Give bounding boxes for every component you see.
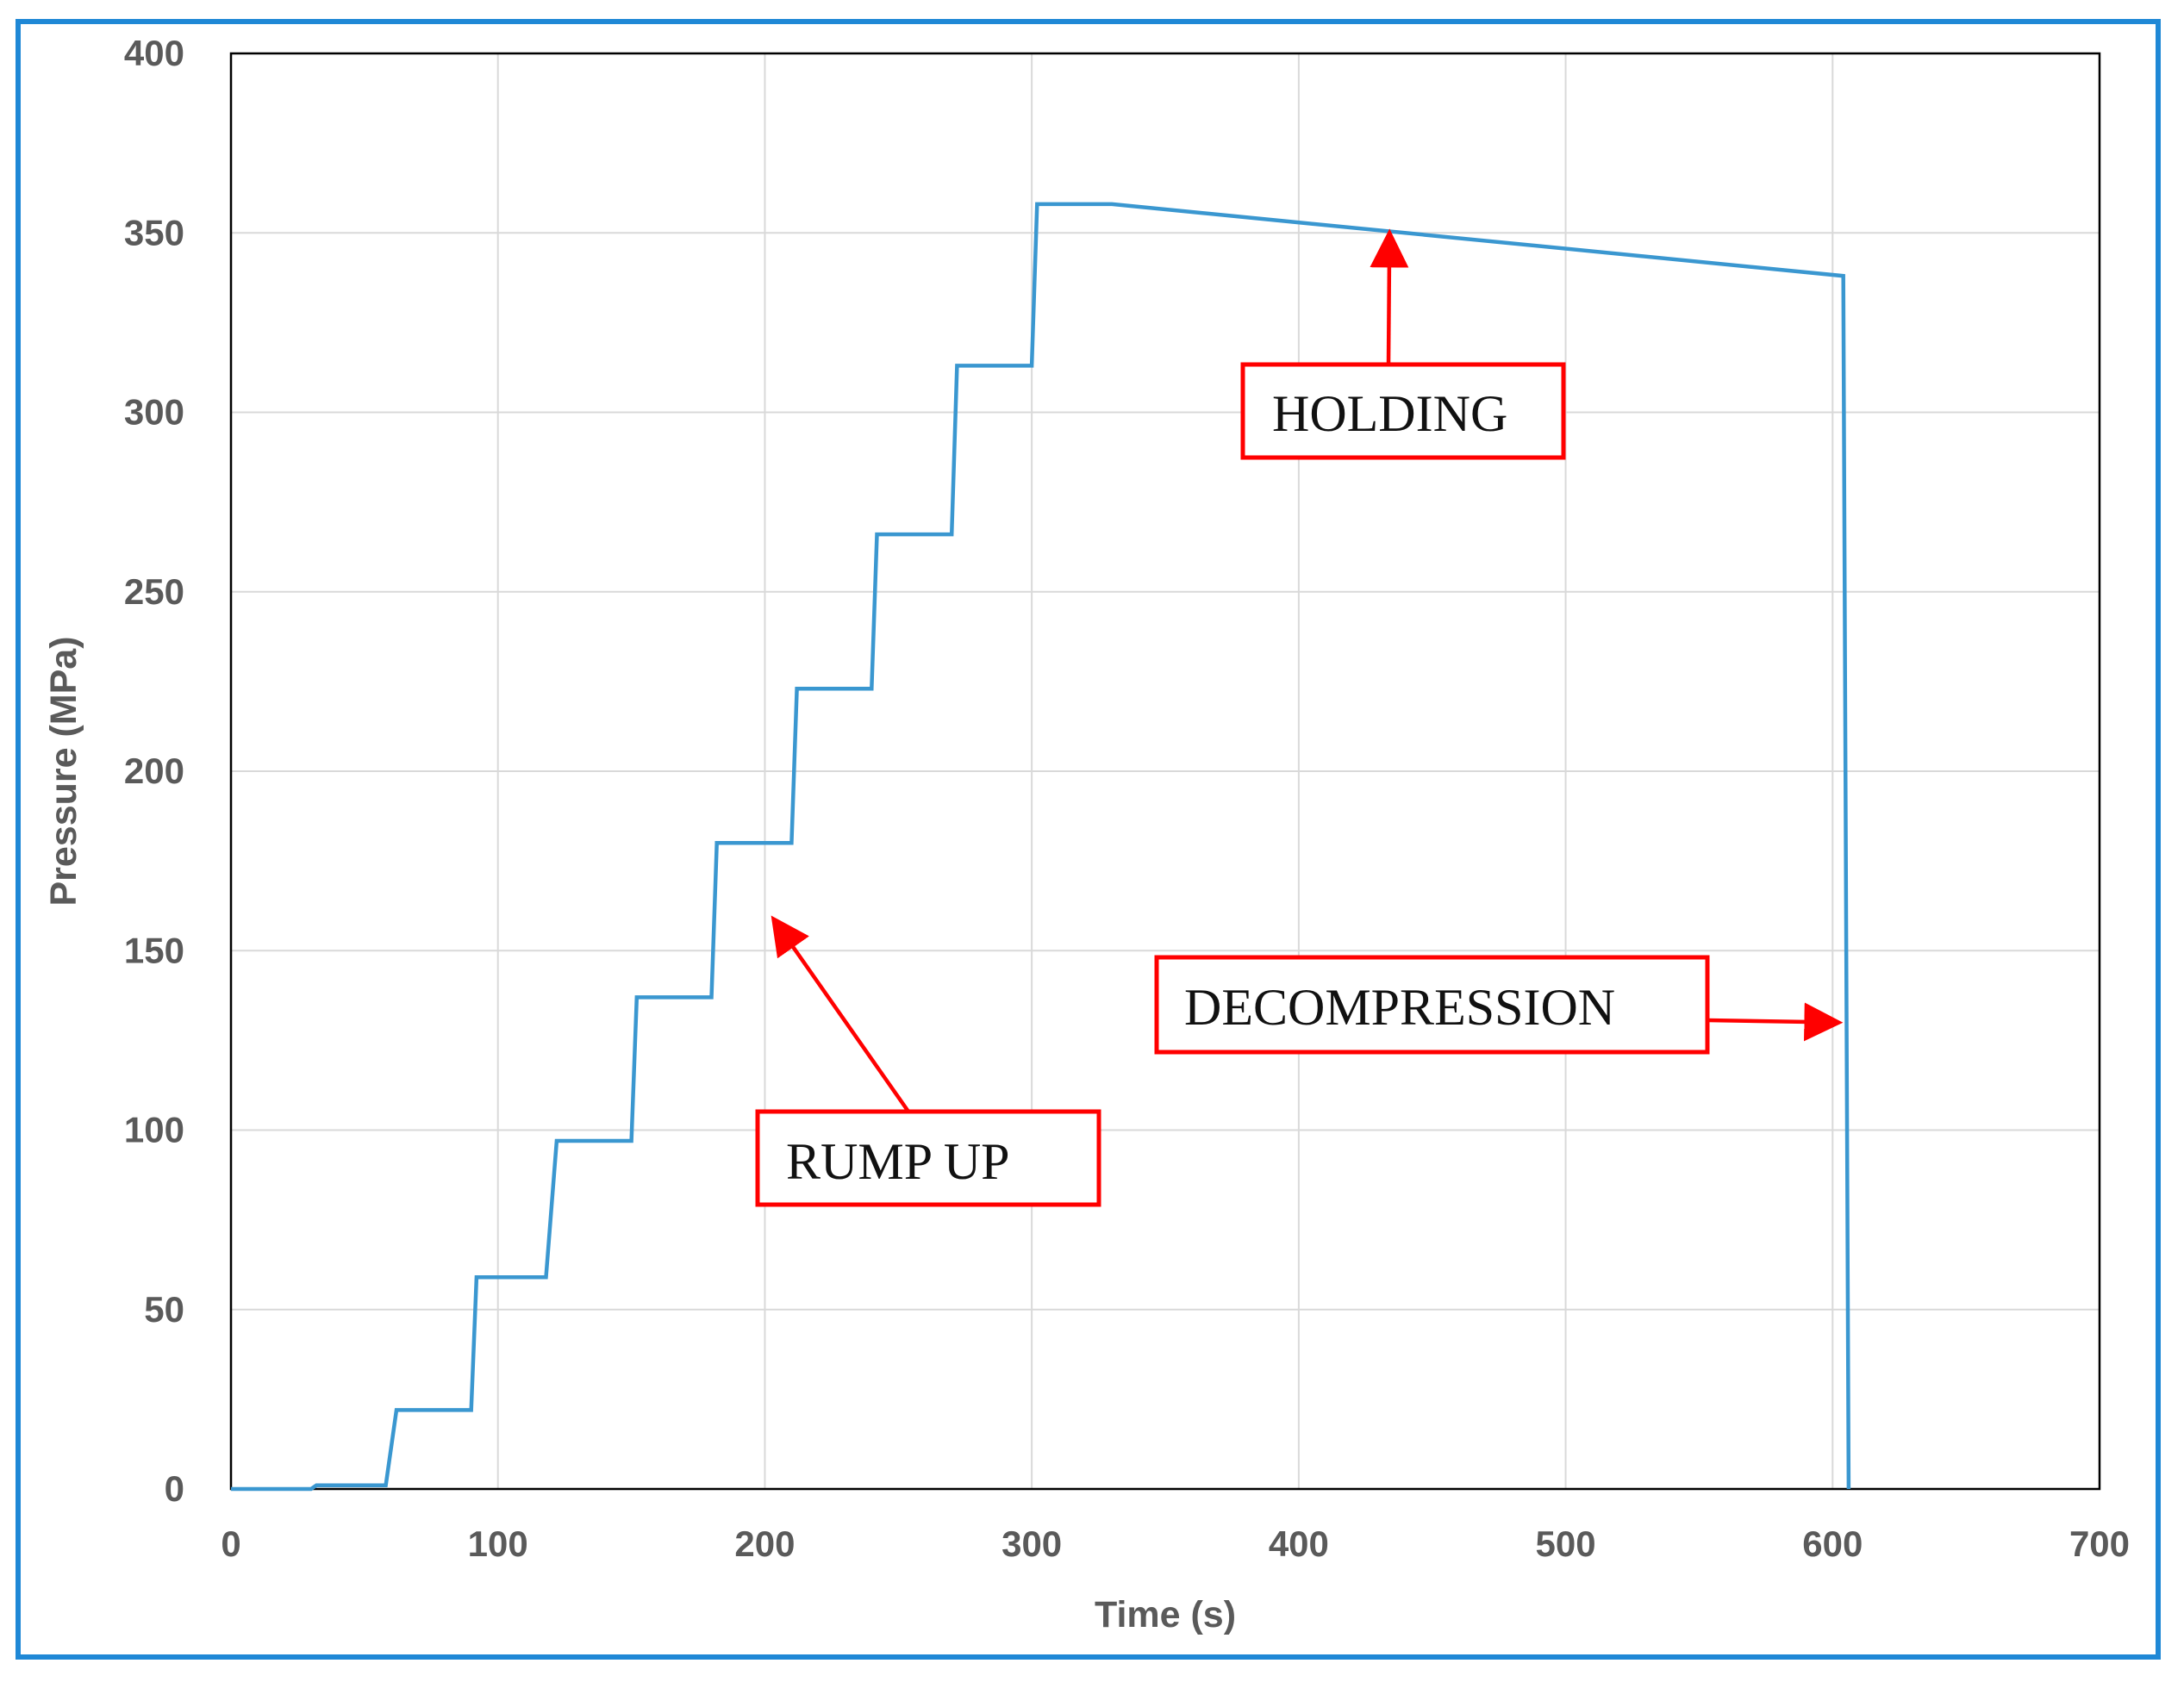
y-tick-label: 400: [124, 33, 184, 73]
plot-area: [229, 52, 2101, 1491]
annotation-rump-up: RUMP UP: [755, 915, 1101, 1207]
y-tick-label: 350: [124, 212, 184, 252]
x-tick-label: 0: [221, 1523, 240, 1564]
x-tick-label: 100: [468, 1523, 528, 1564]
x-tick-label: 600: [1802, 1523, 1863, 1564]
x-tick-label: 700: [2069, 1523, 2130, 1564]
y-tick-label: 100: [124, 1110, 184, 1150]
annotation-box: [1240, 362, 1566, 460]
x-tick-label: 200: [734, 1523, 795, 1564]
annotation-box: [1154, 955, 1710, 1055]
annotation-box: [755, 1109, 1101, 1207]
y-tick-label: 200: [124, 751, 184, 791]
x-tick-label: 300: [1002, 1523, 1062, 1564]
y-tick-label: 250: [124, 571, 184, 612]
annotation-holding: HOLDING: [1240, 228, 1566, 460]
annotation-arrow: [1707, 1002, 1844, 1042]
annotation-label: DECOMPRESSION: [1184, 979, 1615, 1036]
annotation-label: HOLDING: [1272, 385, 1507, 442]
y-tick-label: 150: [124, 930, 184, 970]
annotation-decompression: DECOMPRESSION: [1154, 955, 1844, 1055]
pressure-series-line: [231, 202, 1851, 1492]
annotation-arrow: [771, 915, 910, 1113]
annotation-label: RUMP UP: [786, 1133, 1010, 1190]
annotation-arrow: [1370, 228, 1409, 365]
x-axis-title: Time (s): [1095, 1594, 1236, 1635]
x-tick-label: 400: [1269, 1523, 1329, 1564]
chart-frame: [16, 19, 2161, 1660]
y-axis-title: Pressure (MPa): [43, 636, 84, 906]
y-tick-label: 300: [124, 392, 184, 433]
x-tick-label: 500: [1536, 1523, 1596, 1564]
y-tick-label: 50: [144, 1289, 184, 1330]
y-tick-label: 0: [165, 1468, 184, 1509]
